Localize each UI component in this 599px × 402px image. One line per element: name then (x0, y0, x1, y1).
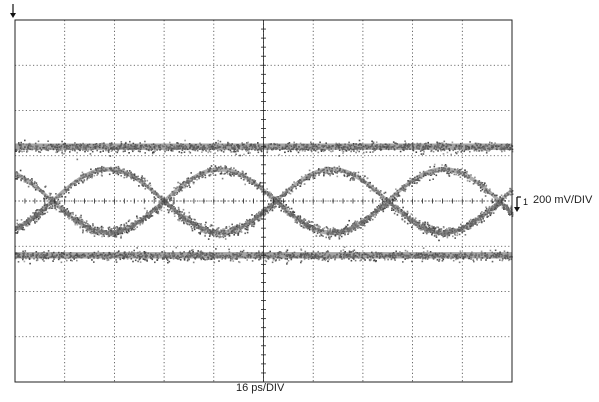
trigger-arrow-icon (10, 4, 16, 18)
channel-number: 1 (523, 197, 528, 207)
plot-frame (14, 19, 513, 383)
channel-level-marker-icon: 1 (514, 196, 528, 212)
vertical-scale-label: 200 mV/DIV (533, 194, 593, 206)
eye-signal-traces (15, 139, 514, 265)
horizontal-scale-label: 16 ps/DIV (236, 382, 285, 394)
graticule (14, 19, 513, 383)
